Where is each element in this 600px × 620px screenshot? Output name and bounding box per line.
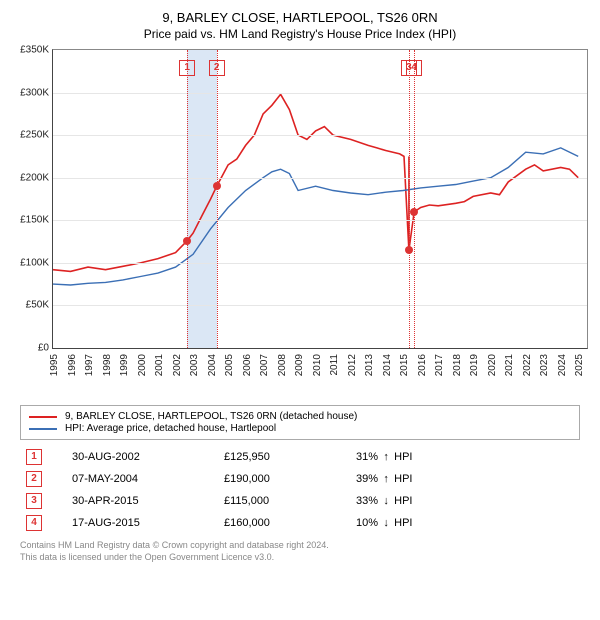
gridline xyxy=(53,220,587,221)
marker-dot-3 xyxy=(405,246,413,254)
sale-price: £160,000 xyxy=(218,512,350,534)
x-axis-label: 2006 xyxy=(242,354,253,376)
footer: Contains HM Land Registry data © Crown c… xyxy=(20,540,580,563)
x-axis-label: 2008 xyxy=(277,354,288,376)
legend-label: 9, BARLEY CLOSE, HARTLEPOOL, TS26 0RN (d… xyxy=(65,411,357,422)
x-axis-label: 2000 xyxy=(137,354,148,376)
sale-date: 30-AUG-2002 xyxy=(66,446,218,468)
table-row: 1 30-AUG-2002£125,95031% ↑ HPI xyxy=(20,446,580,468)
x-axis-label: 2012 xyxy=(347,354,358,376)
sale-price: £125,950 xyxy=(218,446,350,468)
y-axis-label: £300K xyxy=(20,87,49,98)
marker-dot-4 xyxy=(410,208,418,216)
x-axis-label: 2004 xyxy=(207,354,218,376)
sale-badge: 3 xyxy=(26,493,42,509)
gridline xyxy=(53,135,587,136)
y-axis-label: £350K xyxy=(20,45,49,56)
page: 9, BARLEY CLOSE, HARTLEPOOL, TS26 0RN Pr… xyxy=(0,0,600,620)
marker-badge-2: 2 xyxy=(209,60,225,76)
x-axis-label: 2001 xyxy=(154,354,165,376)
legend-item: 9, BARLEY CLOSE, HARTLEPOOL, TS26 0RN (d… xyxy=(29,411,571,422)
sale-date: 17-AUG-2015 xyxy=(66,512,218,534)
marker-badge-1: 1 xyxy=(179,60,195,76)
sale-price: £190,000 xyxy=(218,468,350,490)
x-axis-label: 2023 xyxy=(539,354,550,376)
x-axis-label: 2002 xyxy=(172,354,183,376)
chart-lines xyxy=(53,50,587,348)
legend-swatch xyxy=(29,416,57,418)
x-axis-label: 2003 xyxy=(189,354,200,376)
x-axis-label: 2025 xyxy=(574,354,585,376)
sales-table: 1 30-AUG-2002£125,95031% ↑ HPI 2 07-MAY-200… xyxy=(20,446,580,534)
sale-pct: 31% ↑ HPI xyxy=(350,446,580,468)
arrow-icon: ↑ xyxy=(381,473,391,485)
x-axis-label: 2016 xyxy=(417,354,428,376)
sale-badge: 1 xyxy=(26,449,42,465)
x-axis-label: 2010 xyxy=(312,354,323,376)
y-axis-label: £50K xyxy=(26,300,49,311)
table-row: 4 17-AUG-2015£160,00010% ↓ HPI xyxy=(20,512,580,534)
footer-line-1: Contains HM Land Registry data © Crown c… xyxy=(20,540,580,552)
x-axis-label: 2021 xyxy=(504,354,515,376)
plot-area: £0£50K£100K£150K£200K£250K£300K£350K1995… xyxy=(52,49,588,349)
x-axis-label: 2019 xyxy=(469,354,480,376)
marker-badge-4: 4 xyxy=(406,60,422,76)
x-axis-label: 2007 xyxy=(259,354,270,376)
gridline xyxy=(53,305,587,306)
footer-line-2: This data is licensed under the Open Gov… xyxy=(20,552,580,564)
sale-badge: 4 xyxy=(26,515,42,531)
legend: 9, BARLEY CLOSE, HARTLEPOOL, TS26 0RN (d… xyxy=(20,405,580,440)
x-axis-label: 2024 xyxy=(557,354,568,376)
x-axis-label: 2013 xyxy=(364,354,375,376)
x-axis-label: 1996 xyxy=(67,354,78,376)
sale-pct: 39% ↑ HPI xyxy=(350,468,580,490)
y-axis-label: £150K xyxy=(20,215,49,226)
x-axis-label: 2018 xyxy=(452,354,463,376)
gridline xyxy=(53,178,587,179)
y-axis-label: £0 xyxy=(38,343,49,354)
x-axis-label: 2009 xyxy=(294,354,305,376)
legend-label: HPI: Average price, detached house, Hart… xyxy=(65,423,276,434)
table-row: 2 07-MAY-2004£190,00039% ↑ HPI xyxy=(20,468,580,490)
marker-line xyxy=(217,50,218,348)
sale-pct: 33% ↓ HPI xyxy=(350,490,580,512)
x-axis-label: 2005 xyxy=(224,354,235,376)
x-axis-label: 1997 xyxy=(84,354,95,376)
arrow-icon: ↓ xyxy=(381,495,391,507)
page-title: 9, BARLEY CLOSE, HARTLEPOOL, TS26 0RN xyxy=(12,10,588,25)
table-row: 3 30-APR-2015£115,00033% ↓ HPI xyxy=(20,490,580,512)
arrow-icon: ↑ xyxy=(381,451,391,463)
x-axis-label: 2014 xyxy=(382,354,393,376)
page-subtitle: Price paid vs. HM Land Registry's House … xyxy=(12,27,588,41)
marker-dot-2 xyxy=(213,182,221,190)
x-axis-label: 1998 xyxy=(102,354,113,376)
marker-dot-1 xyxy=(183,237,191,245)
x-axis-label: 2020 xyxy=(487,354,498,376)
legend-swatch xyxy=(29,428,57,430)
x-axis-label: 2017 xyxy=(434,354,445,376)
y-axis-label: £100K xyxy=(20,257,49,268)
x-axis-label: 2015 xyxy=(399,354,410,376)
gridline xyxy=(53,263,587,264)
y-axis-label: £200K xyxy=(20,172,49,183)
sale-date: 30-APR-2015 xyxy=(66,490,218,512)
sale-price: £115,000 xyxy=(218,490,350,512)
marker-line xyxy=(414,50,415,348)
x-axis-label: 1999 xyxy=(119,354,130,376)
gridline xyxy=(53,93,587,94)
marker-line xyxy=(187,50,188,348)
legend-item: HPI: Average price, detached house, Hart… xyxy=(29,423,571,434)
series-red xyxy=(53,94,578,271)
sale-pct: 10% ↓ HPI xyxy=(350,512,580,534)
x-axis-label: 1995 xyxy=(49,354,60,376)
x-axis-label: 2022 xyxy=(522,354,533,376)
sale-date: 07-MAY-2004 xyxy=(66,468,218,490)
marker-line xyxy=(409,50,410,348)
chart: £0£50K£100K£150K£200K£250K£300K£350K1995… xyxy=(12,49,588,399)
x-axis-label: 2011 xyxy=(329,354,340,376)
sale-badge: 2 xyxy=(26,471,42,487)
arrow-icon: ↓ xyxy=(381,517,391,529)
y-axis-label: £250K xyxy=(20,130,49,141)
